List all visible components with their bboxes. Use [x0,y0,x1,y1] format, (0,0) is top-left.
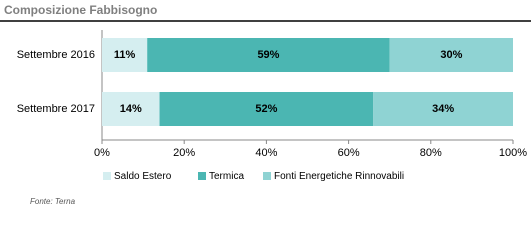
legend-swatch [103,172,111,180]
legend-label: Saldo Estero [114,171,172,182]
x-tick-label: 100% [499,147,527,159]
x-tick-label: 20% [173,147,195,159]
legend-label: Fonti Energetiche Rinnovabili [274,171,404,182]
x-tick-label: 0% [94,147,110,159]
bar-segment [159,92,374,126]
legend-swatch [198,172,206,180]
value-label: 11% [114,49,136,61]
bar-segment [389,38,513,72]
y-tick-label: Settembre 2017 [17,103,95,115]
chart-title: Composizione Fabbisogno [4,3,157,17]
x-tick-label: 40% [255,147,277,159]
source-note: Fonte: Terna [30,197,76,206]
x-tick-label: 60% [338,147,360,159]
value-label: 30% [440,49,462,61]
x-tick-label: 80% [420,147,442,159]
bar-segment [373,92,513,126]
value-label: 59% [257,49,279,61]
value-label: 52% [255,103,277,115]
chart: Composizione Fabbisogno Fonte: Terna 0% 2… [0,3,531,206]
y-tick-label: Settembre 2016 [17,49,95,61]
value-label: 14% [120,103,142,115]
bar-segment [102,92,160,126]
value-label: 34% [432,103,454,115]
legend-swatch [263,172,271,180]
bar-segment [102,38,148,72]
bar-segment [147,38,390,72]
legend-label: Termica [209,171,244,182]
